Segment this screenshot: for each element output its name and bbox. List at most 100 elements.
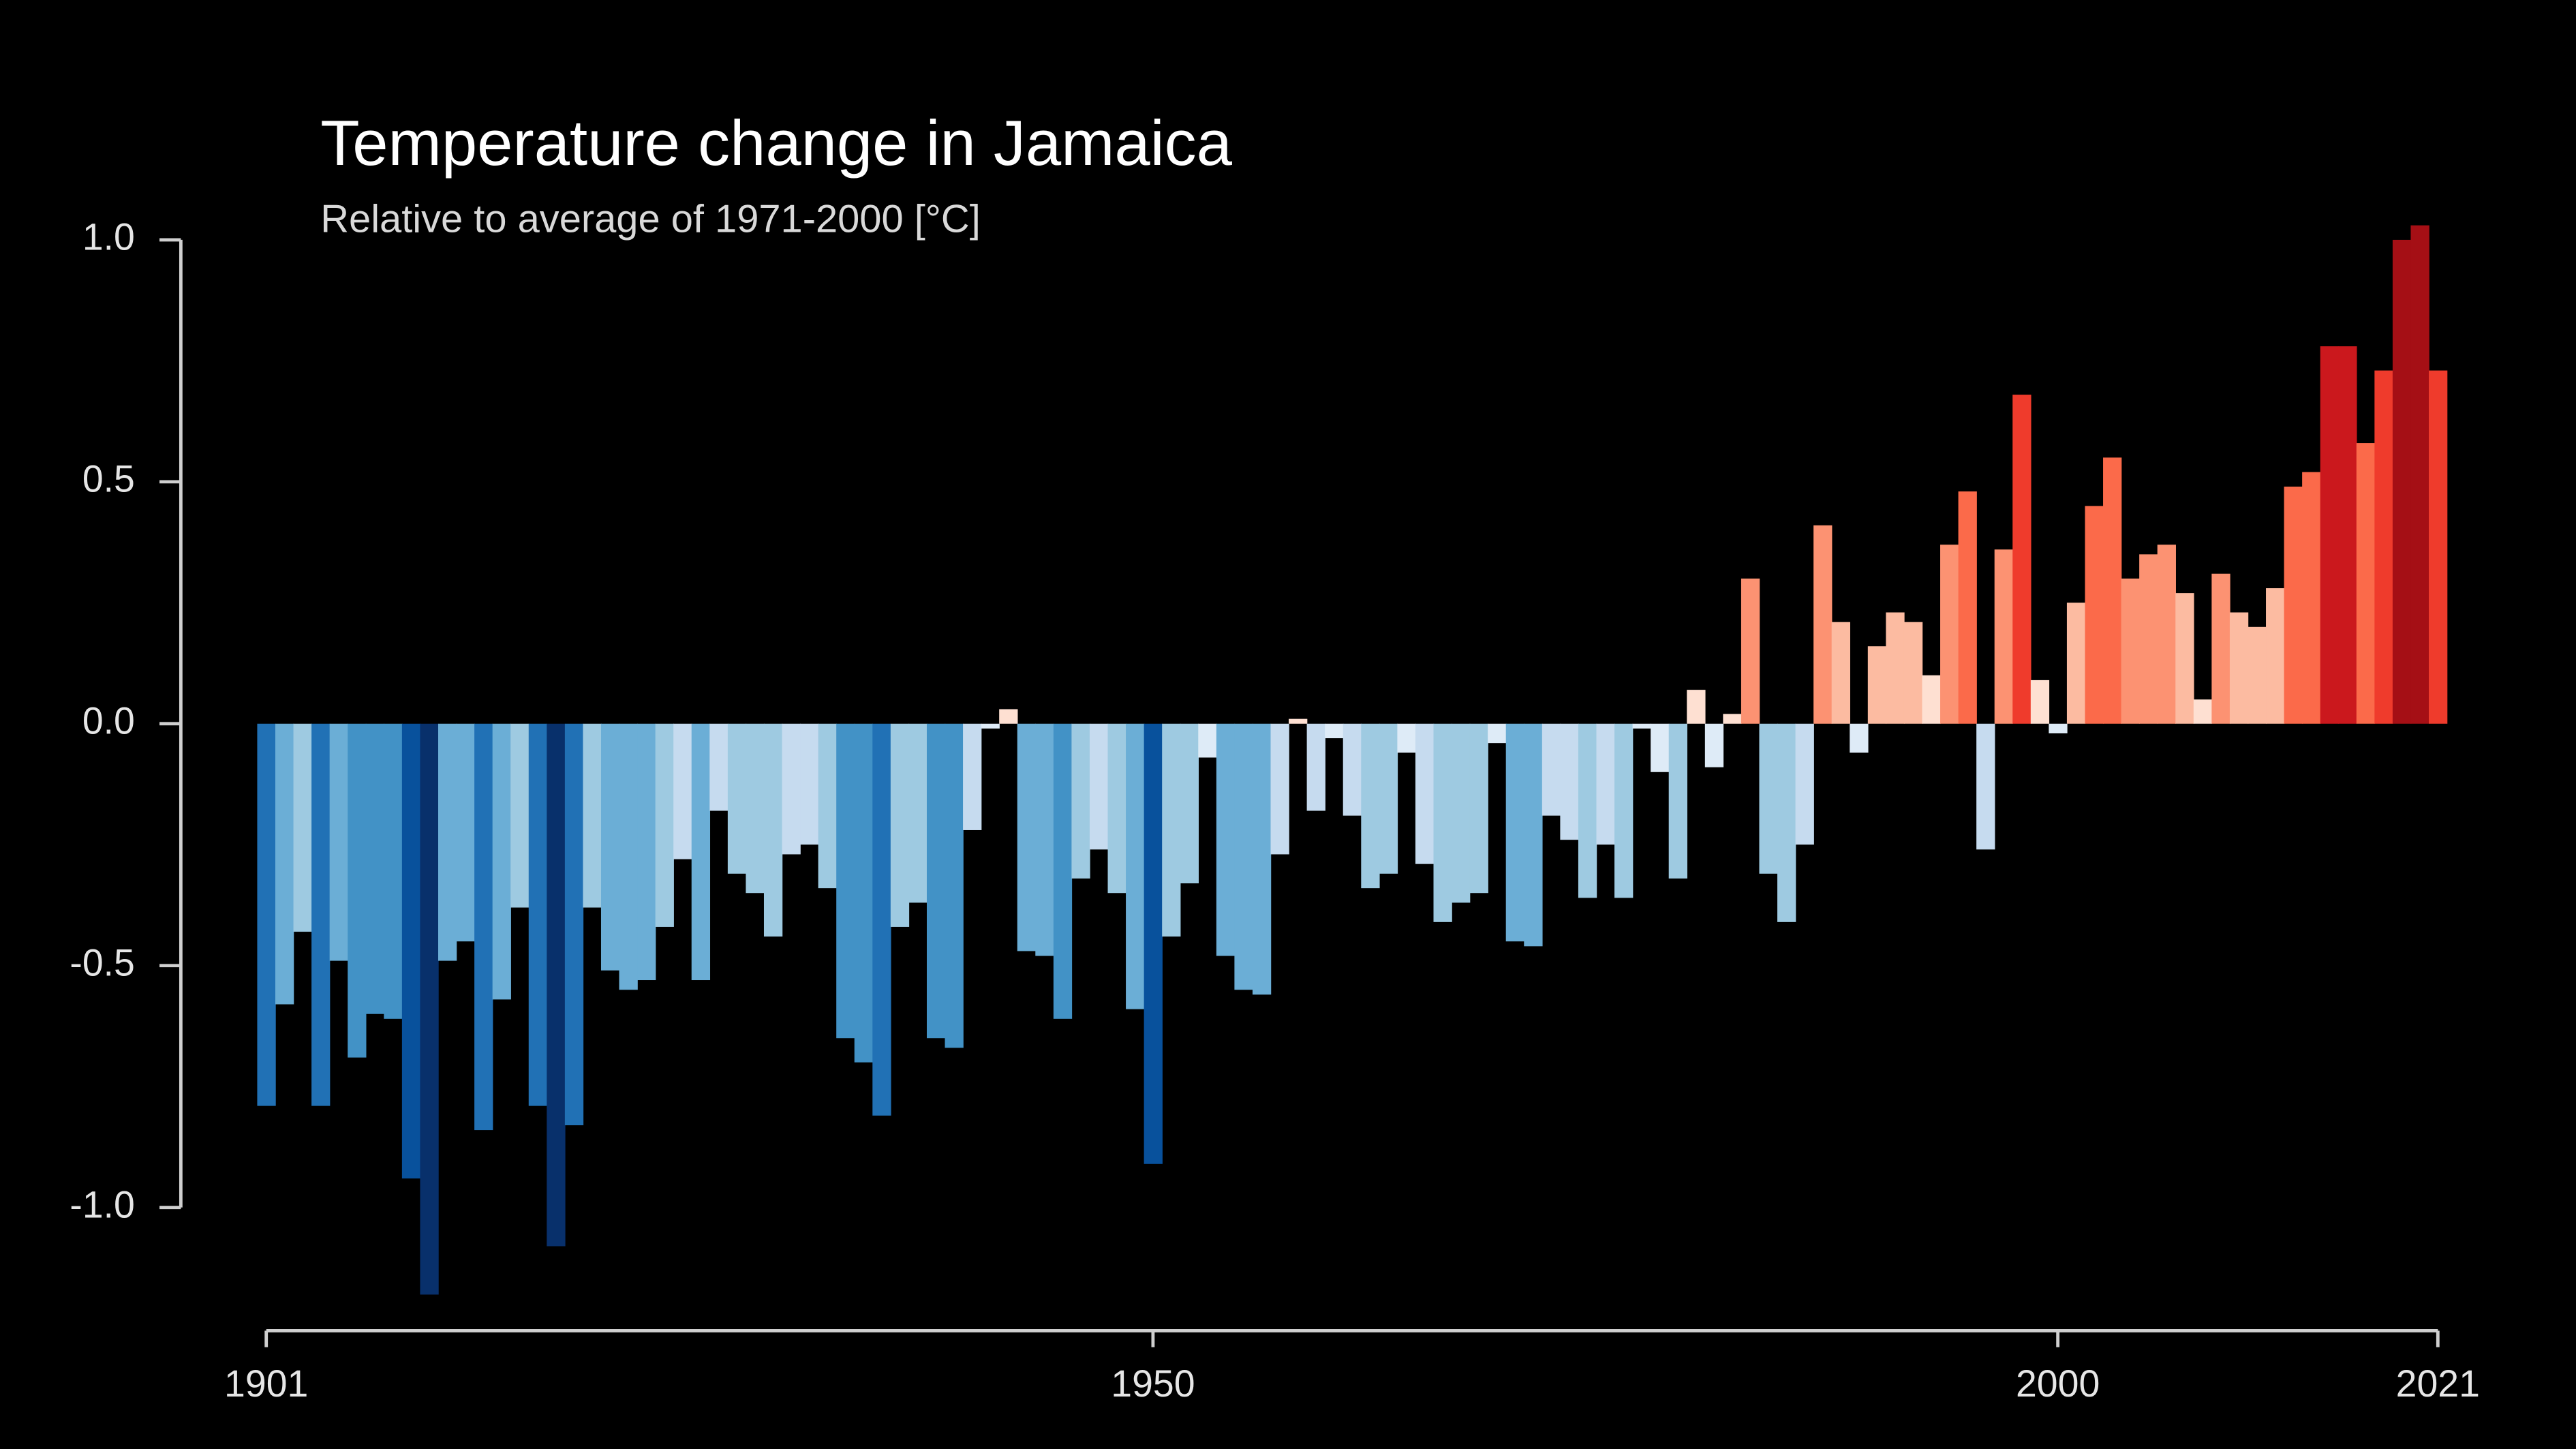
bar xyxy=(1162,723,1181,937)
bar xyxy=(1252,723,1272,995)
bar xyxy=(1704,723,1724,767)
y-tick-label: -0.5 xyxy=(70,941,134,983)
bar xyxy=(763,723,783,937)
bar xyxy=(2211,573,2230,724)
bar xyxy=(1831,622,1850,724)
bar xyxy=(746,723,765,894)
bar xyxy=(329,723,348,961)
bar xyxy=(1107,723,1126,894)
bar xyxy=(2266,588,2285,724)
bar xyxy=(872,723,891,1116)
bar xyxy=(1723,714,1742,724)
bar xyxy=(2012,395,2031,724)
chart-title: Temperature change in Jamaica xyxy=(320,107,1232,179)
y-tick-label: 1.0 xyxy=(82,216,135,258)
bar xyxy=(456,723,475,942)
bar xyxy=(1488,723,1507,744)
bar xyxy=(818,723,837,889)
bar xyxy=(2320,346,2339,724)
bar xyxy=(2030,680,2050,724)
bar xyxy=(1216,723,1236,956)
bar xyxy=(420,723,439,1295)
x-tick-label: 2021 xyxy=(2396,1362,2480,1405)
bar xyxy=(1397,723,1416,753)
bar xyxy=(890,723,910,927)
x-tick-label: 2000 xyxy=(2016,1362,2100,1405)
bar xyxy=(1071,723,1090,879)
bar xyxy=(963,723,982,830)
bar xyxy=(1144,723,1163,1164)
bar xyxy=(275,723,294,1005)
bar xyxy=(2103,457,2122,724)
bar xyxy=(528,723,548,1106)
bar xyxy=(1198,723,1217,758)
chart-subtitle: Relative to average of 1971-2000 [°C] xyxy=(320,198,981,241)
bar xyxy=(583,723,602,908)
bar xyxy=(782,723,801,855)
bar xyxy=(2085,506,2104,724)
bar xyxy=(1596,723,1615,845)
y-tick-label: -1.0 xyxy=(70,1183,134,1225)
bar xyxy=(2338,346,2357,724)
bar xyxy=(1035,723,1054,956)
bar xyxy=(1361,723,1380,889)
bar xyxy=(474,723,493,1131)
bar xyxy=(547,723,566,1247)
bar xyxy=(1379,723,1398,874)
bar xyxy=(257,723,276,1106)
bar xyxy=(293,723,312,932)
bar xyxy=(564,723,584,1125)
bar xyxy=(1270,723,1289,855)
bar xyxy=(2157,545,2176,724)
bar xyxy=(1976,723,1995,850)
bar xyxy=(365,723,385,1014)
bar xyxy=(1759,723,1778,874)
bar xyxy=(727,723,747,874)
bar xyxy=(908,723,927,903)
bar xyxy=(2121,578,2140,724)
y-tick-label: 0.5 xyxy=(82,457,135,500)
bar xyxy=(1415,723,1435,864)
bar xyxy=(1524,723,1543,947)
bar xyxy=(1343,723,1362,816)
bar xyxy=(2139,554,2158,724)
bar xyxy=(348,723,367,1058)
bar xyxy=(1469,723,1488,894)
bar xyxy=(1741,578,1760,724)
bar xyxy=(981,723,1000,729)
bar xyxy=(2356,443,2376,724)
bar xyxy=(2302,472,2321,724)
bar xyxy=(1903,622,1923,724)
bar xyxy=(1433,723,1452,922)
bar xyxy=(1994,549,2013,724)
bar xyxy=(1452,723,1471,903)
bar xyxy=(1687,690,1706,724)
bar xyxy=(945,723,964,1048)
bar xyxy=(1180,723,1199,884)
bar xyxy=(600,723,620,971)
bar xyxy=(510,723,530,908)
bar xyxy=(1542,723,1561,816)
bar xyxy=(2284,486,2303,724)
bar xyxy=(1053,723,1073,1019)
bar xyxy=(1940,545,1959,724)
x-tick-label: 1901 xyxy=(224,1362,308,1405)
bar xyxy=(1795,723,1814,845)
bar xyxy=(2229,612,2249,724)
bar xyxy=(384,723,403,1019)
bar xyxy=(1325,723,1344,739)
bar xyxy=(2392,239,2412,724)
bar xyxy=(836,723,855,1039)
bar xyxy=(1867,646,1887,724)
bar xyxy=(1777,723,1796,922)
bar xyxy=(1668,723,1687,879)
bar xyxy=(1614,723,1634,898)
bar xyxy=(673,723,692,859)
bar xyxy=(1126,723,1145,1009)
bar xyxy=(1017,723,1037,951)
bar xyxy=(1289,718,1308,724)
bar xyxy=(1958,491,1977,724)
bar xyxy=(492,723,511,1000)
